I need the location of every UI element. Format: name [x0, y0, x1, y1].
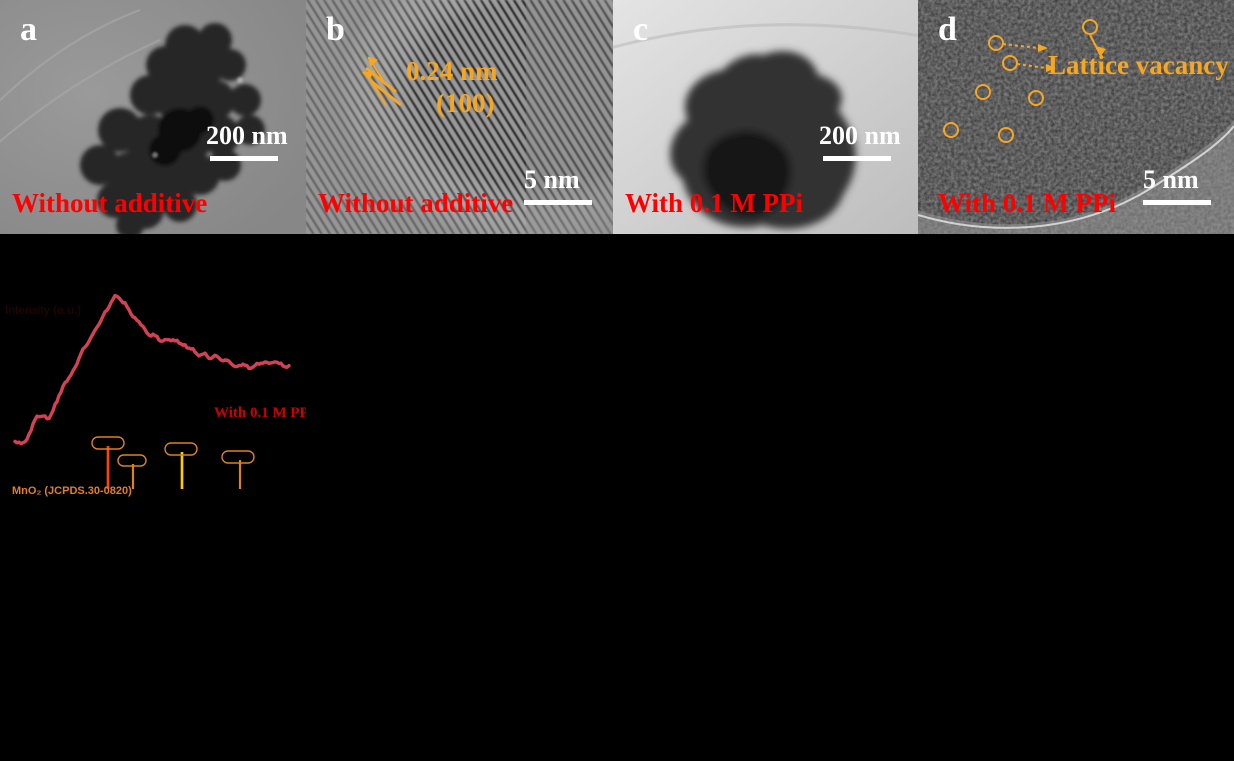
svg-text:(100): (100) [436, 88, 494, 118]
svg-text:With 0.1 M PPi: With 0.1 M PPi [938, 188, 1116, 218]
svg-text:With 0.1 M PPi: With 0.1 M PPi [214, 405, 306, 421]
svg-text:MnO₂ (JCPDS.30-0820): MnO₂ (JCPDS.30-0820) [12, 485, 132, 497]
svg-text:With 0.1 M PPi: With 0.1 M PPi [625, 188, 803, 218]
svg-text:0.24 nm: 0.24 nm [406, 56, 498, 86]
svg-text:a: a [20, 11, 37, 48]
svg-text:c: c [633, 11, 648, 48]
svg-text:d: d [938, 11, 957, 48]
svg-text:Without additive: Without additive [318, 188, 513, 218]
svg-text:Without additive: Without additive [12, 188, 207, 218]
svg-text:Lattice vacancy: Lattice vacancy [1048, 50, 1229, 80]
svg-text:200 nm: 200 nm [206, 121, 288, 150]
svg-text:b: b [326, 11, 345, 48]
svg-text:5 nm: 5 nm [1143, 165, 1199, 194]
svg-text:Intensity (a.u.): Intensity (a.u.) [5, 303, 81, 317]
svg-text:5 nm: 5 nm [524, 165, 580, 194]
svg-text:200 nm: 200 nm [819, 121, 901, 150]
